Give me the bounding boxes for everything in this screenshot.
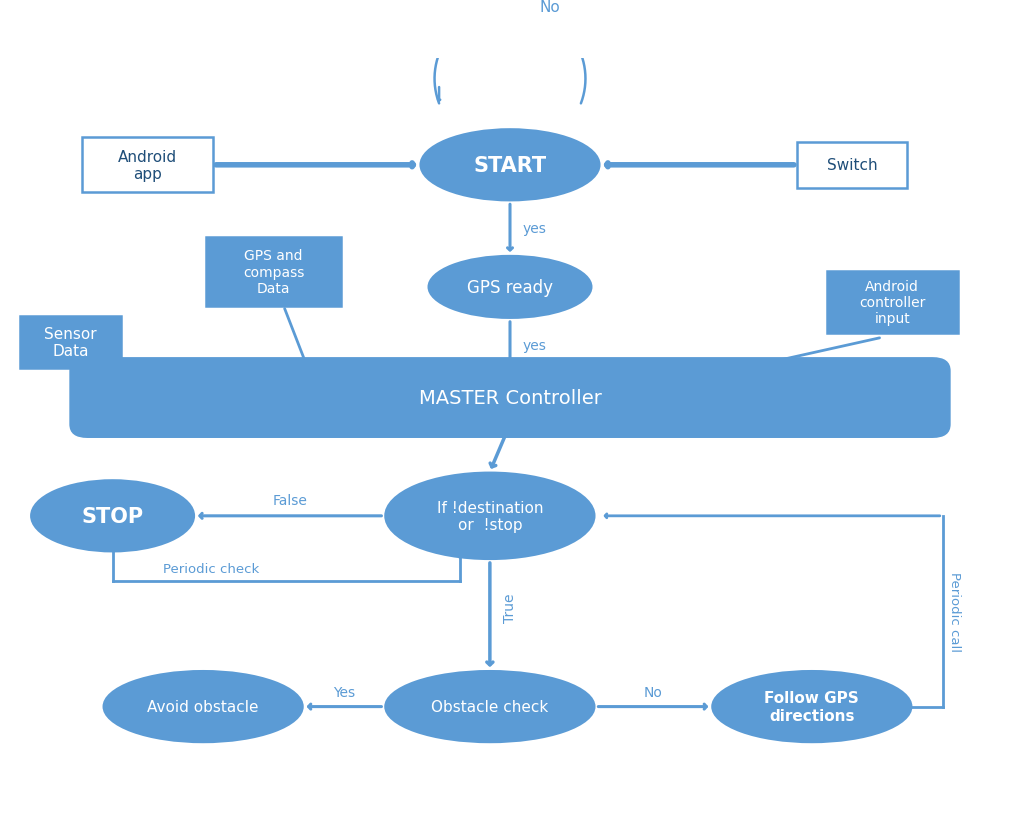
FancyBboxPatch shape — [206, 238, 341, 306]
Ellipse shape — [419, 129, 600, 202]
FancyBboxPatch shape — [83, 138, 213, 193]
Ellipse shape — [427, 256, 592, 320]
Text: Periodic call: Periodic call — [948, 571, 960, 652]
Text: Sensor
Data: Sensor Data — [44, 326, 97, 359]
Text: No: No — [643, 685, 662, 699]
FancyBboxPatch shape — [69, 358, 950, 439]
Text: Yes: Yes — [332, 685, 355, 699]
Text: yes: yes — [522, 222, 545, 236]
FancyBboxPatch shape — [796, 142, 907, 189]
Text: GPS ready: GPS ready — [467, 278, 552, 296]
Ellipse shape — [384, 472, 595, 561]
FancyBboxPatch shape — [20, 316, 120, 368]
Text: START: START — [473, 156, 546, 176]
Ellipse shape — [103, 670, 304, 744]
Text: STOP: STOP — [82, 506, 144, 526]
Text: Follow GPS
directions: Follow GPS directions — [763, 691, 858, 723]
Ellipse shape — [384, 670, 595, 744]
Ellipse shape — [710, 670, 912, 744]
FancyBboxPatch shape — [826, 272, 957, 334]
Text: Periodic check: Periodic check — [163, 562, 259, 575]
Text: False: False — [272, 493, 307, 507]
Text: GPS and
compass
Data: GPS and compass Data — [243, 249, 304, 296]
Text: True: True — [502, 593, 517, 623]
Text: MASTER Controller: MASTER Controller — [418, 388, 601, 407]
Text: Avoid obstacle: Avoid obstacle — [147, 700, 259, 715]
Text: Android
controller
input: Android controller input — [858, 280, 924, 326]
Text: No: No — [539, 0, 560, 15]
Text: Switch: Switch — [826, 158, 876, 173]
Text: Android
app: Android app — [118, 149, 177, 182]
Ellipse shape — [30, 479, 195, 553]
Text: yes: yes — [522, 339, 545, 353]
Text: Obstacle check: Obstacle check — [431, 700, 548, 715]
Text: If !destination
or  !stop: If !destination or !stop — [436, 500, 542, 532]
